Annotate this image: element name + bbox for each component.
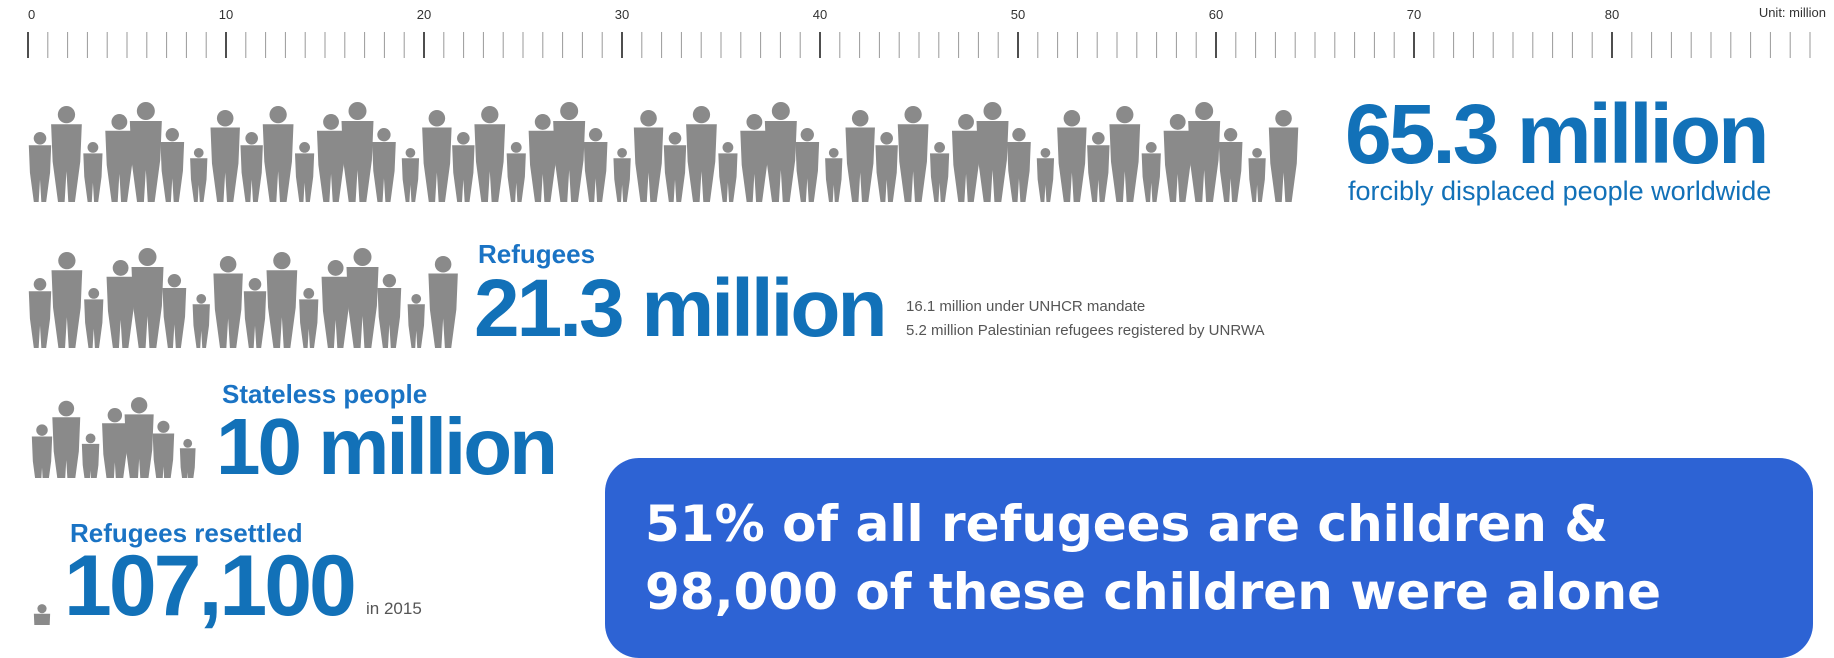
unit-label: Unit: million (1758, 5, 1826, 20)
tick-label: 20 (417, 7, 431, 22)
refugees-note-unrwa: 5.2 million Palestinian refugees registe… (906, 322, 1265, 339)
silhouette-group (31, 397, 196, 478)
tick-label: 50 (1011, 7, 1025, 22)
tick-label: 80 (1605, 7, 1619, 22)
tick-label: 0 (28, 7, 35, 22)
silhouette-group (28, 102, 1299, 202)
silhouette-group (28, 248, 458, 348)
refugees-label: Refugees (478, 239, 596, 269)
people-silhouettes-stateless (31, 397, 196, 478)
silhouette-group (33, 604, 51, 625)
people-silhouettes-displaced (28, 102, 1299, 202)
resettled-value: 107,100 (64, 538, 357, 634)
tick-label: 10 (219, 7, 233, 22)
tick-label: 70 (1407, 7, 1421, 22)
refugees-value: 21.3 million (474, 263, 888, 354)
tick-label: 40 (813, 7, 827, 22)
resettled-suffix: in 2015 (366, 599, 422, 618)
children-callout-text: 51% of all refugees are children & 98,00… (645, 495, 1662, 621)
children-callout-box: 51% of all refugees are children & 98,00… (605, 458, 1813, 658)
stateless-value: 10 million (216, 402, 558, 491)
scale-axis: 0 10 20 30 40 50 60 70 80 (27, 7, 1811, 59)
people-silhouettes-resettled (33, 604, 51, 625)
tick-label: 60 (1209, 7, 1223, 22)
people-silhouettes-refugees (28, 248, 458, 348)
resettled-label: Refugees resettled (70, 518, 303, 548)
displaced-sublabel: forcibly displaced people worldwide (1348, 176, 1772, 206)
refugees-note-unhcr: 16.1 million under UNHCR mandate (906, 298, 1146, 315)
stateless-label: Stateless people (222, 379, 428, 409)
displaced-value: 65.3 million (1345, 87, 1769, 181)
tick-label: 30 (615, 7, 629, 22)
